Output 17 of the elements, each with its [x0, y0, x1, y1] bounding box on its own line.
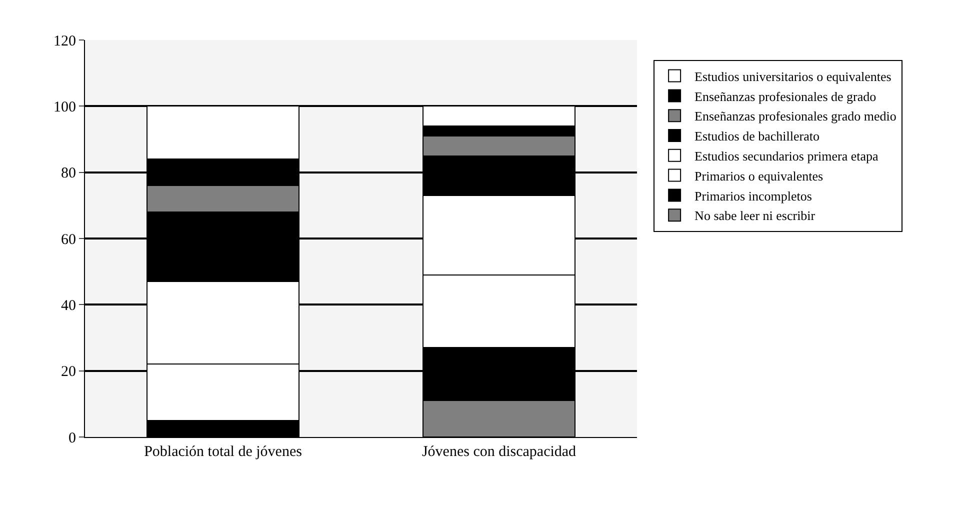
legend-label: Estudios secundarios primera etapa — [694, 148, 879, 164]
y-tick-label: 0 — [68, 430, 76, 446]
x-tick-label: Población total de jóvenes — [144, 444, 302, 460]
x-tick-label: Jóvenes con discapacidad — [422, 444, 577, 460]
y-tick-label: 60 — [61, 232, 76, 248]
legend-label: Estudios universitarios o equivalentes — [694, 68, 892, 84]
legend-label: Primarios o equivalentes — [694, 168, 824, 184]
y-tick-label: 120 — [54, 33, 76, 50]
y-tick-label: 40 — [61, 298, 76, 314]
y-tick-label: 80 — [61, 166, 76, 182]
legend-label: Enseñanzas profesionales grado medio — [694, 108, 896, 124]
legend-label: Enseñanzas profesionales de grado — [694, 88, 876, 104]
legend-label: No sabe leer ni escribir — [694, 208, 816, 224]
y-tick-label: 100 — [54, 99, 76, 116]
y-tick-label: 20 — [61, 364, 76, 380]
legend-label: Primarios incompletos — [694, 188, 812, 204]
legend-label: Estudios de bachillerato — [694, 128, 820, 144]
